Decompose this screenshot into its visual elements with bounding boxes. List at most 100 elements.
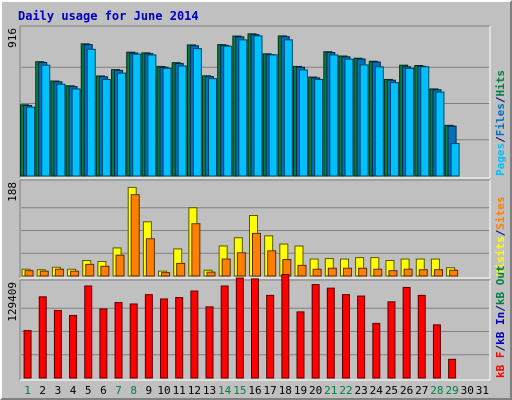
bar-sites-day-12 [191, 223, 201, 277]
x-tick-label-day-26: 26 [400, 384, 413, 397]
legend-entry: Hits [494, 70, 507, 97]
bar-sites-day-5 [85, 263, 95, 277]
x-tick-label-day-5: 5 [85, 384, 92, 397]
bar-kb-f-day-4 [69, 314, 78, 379]
x-tick-label-day-30: 30 [461, 384, 474, 397]
bar-pages-day-17 [268, 54, 278, 177]
legend-entry: Files [494, 103, 507, 136]
legend-entry: / [494, 136, 507, 143]
bar-kb-f-day-23 [357, 295, 366, 379]
bar-sites-day-16 [252, 232, 261, 277]
bar-pages-day-29 [450, 143, 460, 177]
x-tick-label-day-19: 19 [294, 384, 307, 397]
bar-pages-day-2 [41, 64, 51, 177]
bar-kb-f-day-19 [296, 311, 305, 379]
x-tick-label-day-31: 31 [476, 384, 489, 397]
bar-sites-day-27 [418, 269, 428, 277]
bar-kb-f-day-25 [387, 301, 396, 379]
x-tick-label-day-1: 1 [24, 384, 31, 397]
bar-sites-day-24 [373, 268, 383, 277]
bar-sites-day-17 [267, 250, 277, 277]
x-axis-day-labels: 1 2 3 4 5 6 7 8 9 10 11 12 13 14 15 16 17 18 19 20 21 22 23 24 2… [24, 384, 489, 397]
bar-kb-f-day-27 [417, 294, 426, 379]
bar-kb-f-day-16 [251, 278, 259, 379]
bar-kb-f-day-20 [311, 284, 320, 379]
bar-sites-day-3 [54, 268, 64, 277]
x-tick-label-day-10: 10 [157, 384, 170, 397]
x-tick-label-day-12: 12 [188, 384, 201, 397]
bar-sites-day-21 [327, 267, 337, 277]
bar-pages-day-13 [208, 78, 218, 177]
bar-pages-day-5 [86, 48, 96, 177]
bar-sites-day-2 [39, 270, 49, 277]
legend-entry: Visits [494, 236, 507, 276]
bar-sites-day-28 [433, 269, 443, 277]
x-tick-label-day-13: 13 [203, 384, 216, 397]
bar-kb-f-day-29 [448, 358, 457, 379]
bar-pages-day-4 [71, 88, 81, 177]
x-tick-label-day-29: 29 [445, 384, 458, 397]
legend-entry: / [494, 96, 507, 103]
bar-sites-day-26 [403, 268, 413, 277]
bar-kb-f-day-26 [402, 286, 411, 379]
x-tick-label-day-16: 16 [248, 384, 261, 397]
x-tick-label-day-6: 6 [100, 384, 107, 397]
bar-kb-f-day-9 [144, 294, 153, 379]
bar-kb-f-day-5 [84, 285, 93, 379]
bar-kb-f-day-12 [190, 290, 199, 379]
legend-entry: / [494, 345, 507, 352]
x-tick-label-day-27: 27 [415, 384, 428, 397]
bar-pages-day-15 [238, 39, 248, 177]
x-tick-label-day-21: 21 [324, 384, 337, 397]
bar-pages-day-12 [192, 48, 202, 177]
series-pages [26, 35, 460, 177]
bar-pages-day-8 [132, 53, 142, 177]
bar-kb-f-day-6 [99, 308, 108, 379]
x-tick-label-day-25: 25 [385, 384, 398, 397]
legend-entry: / [494, 229, 507, 236]
bar-kb-f-day-7 [114, 302, 123, 379]
bar-sites-day-15 [236, 252, 246, 277]
bar-kb-f-day-10 [160, 298, 169, 379]
bar-kb-f-day-21 [326, 287, 335, 379]
y-max-label: 129409 [6, 282, 19, 322]
bar-pages-day-26 [405, 67, 415, 177]
bar-pages-day-10 [162, 67, 172, 177]
x-tick-label-day-8: 8 [130, 384, 137, 397]
bar-pages-day-27 [420, 66, 430, 177]
x-tick-label-day-28: 28 [430, 384, 443, 397]
chart-title: Daily usage for June 2014 [18, 9, 199, 23]
series-kb-f [23, 274, 457, 379]
bar-pages-day-25 [389, 82, 399, 177]
bar-sites-day-19 [297, 264, 307, 277]
x-tick-label-day-3: 3 [55, 384, 62, 397]
bar-pages-day-23 [359, 64, 369, 177]
bar-sites-day-13 [206, 271, 216, 277]
x-tick-label-day-24: 24 [370, 384, 384, 397]
x-tick-label-day-14: 14 [218, 384, 232, 397]
bar-sites-day-8 [130, 194, 140, 277]
bar-kb-f-day-2 [38, 296, 47, 379]
x-tick-label-day-17: 17 [264, 384, 277, 397]
panel-visits: 188 Visits/Sites [6, 179, 507, 279]
bar-kb-f-day-17 [266, 294, 275, 379]
bar-kb-f-day-14 [220, 285, 229, 379]
chart-panels: 916Pages/Files/Hits188Visits/Sites129409… [6, 25, 507, 381]
bar-pages-day-16 [253, 35, 263, 177]
bar-kb-f-day-11 [175, 297, 184, 379]
bar-pages-day-11 [177, 65, 187, 177]
x-tick-label-day-7: 7 [115, 384, 122, 397]
bar-sites-day-6 [100, 265, 110, 277]
panel-legend: kB F/kB In/kB Out [494, 265, 507, 378]
x-tick-label-day-15: 15 [233, 384, 246, 397]
x-tick-label-day-18: 18 [279, 384, 292, 397]
y-max-label: 188 [6, 182, 19, 202]
legend-entry: Sites [494, 197, 507, 230]
bar-sites-day-23 [358, 267, 368, 277]
bar-kb-f-day-8 [129, 303, 138, 379]
bar-pages-day-1 [26, 106, 36, 177]
bar-sites-day-20 [312, 268, 322, 277]
bar-pages-day-6 [101, 78, 111, 177]
x-tick-label-day-20: 20 [309, 384, 322, 397]
